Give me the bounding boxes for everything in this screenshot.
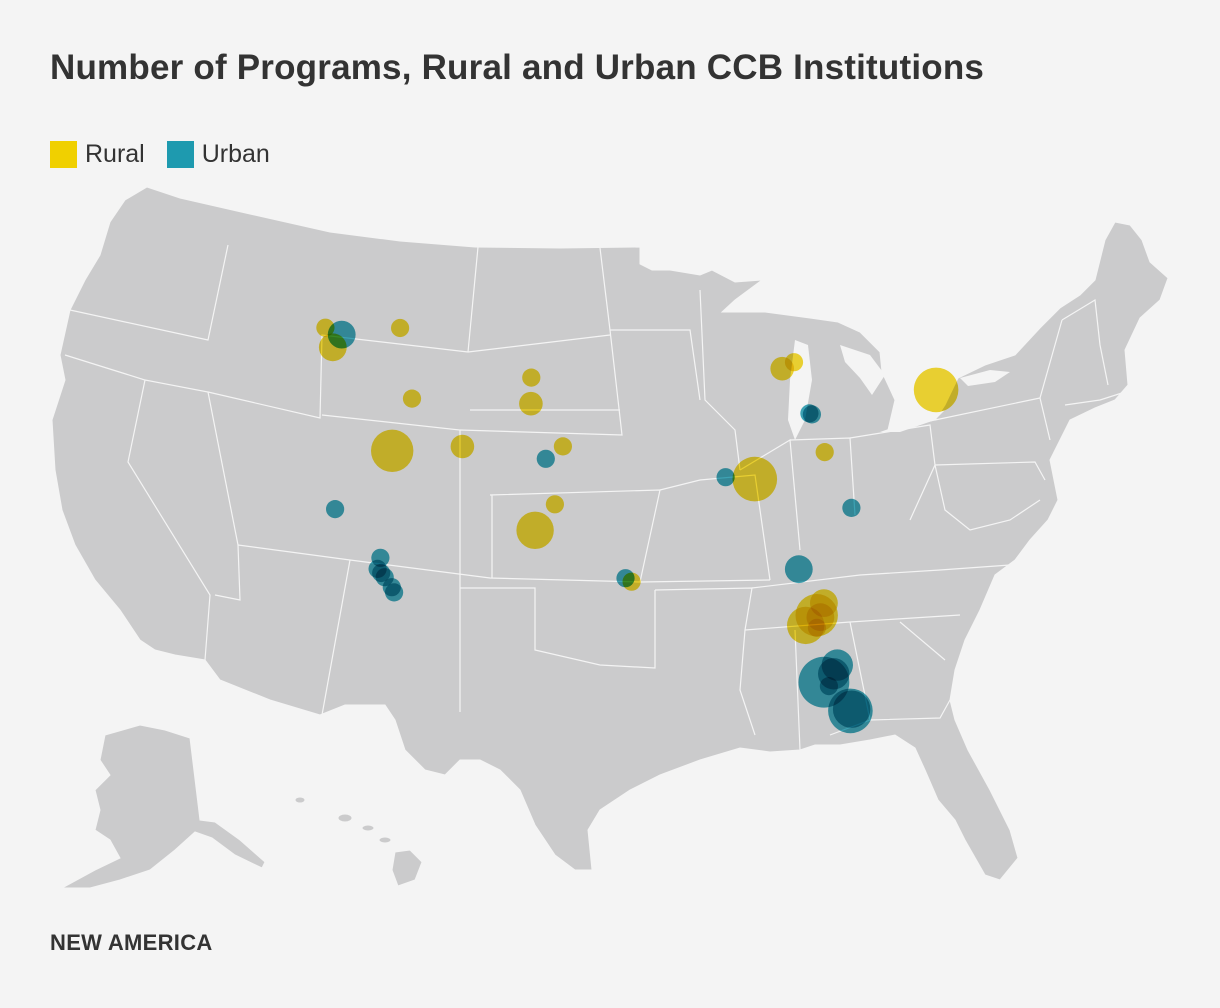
bubble-rural	[450, 434, 475, 459]
bubble-urban	[327, 320, 356, 349]
bubble-urban	[784, 555, 813, 584]
lake-huron-shape	[840, 345, 885, 395]
bubble-rural	[913, 367, 959, 413]
bubble-rural	[391, 318, 410, 338]
bubble-urban	[385, 583, 404, 602]
legend-label-urban: Urban	[201, 140, 270, 168]
bubble-rural	[815, 443, 834, 462]
chart-title: Number of Programs, Rural and Urban CCB …	[50, 48, 985, 87]
bubble-urban	[842, 498, 861, 517]
bubble-layer	[316, 318, 959, 734]
legend-swatch-urban	[166, 141, 194, 168]
bubble-rural	[784, 353, 804, 372]
bubble-rural	[516, 511, 554, 549]
bubble-urban	[819, 677, 839, 696]
legend-item-rural: Rural	[50, 140, 145, 169]
legend: Rural Urban	[50, 140, 292, 169]
bubble-urban	[802, 405, 822, 424]
bubble-rural	[402, 389, 422, 408]
bubble-rural	[519, 391, 543, 416]
bubble-urban	[536, 449, 555, 468]
bubble-rural	[807, 618, 827, 637]
legend-item-urban: Urban	[166, 140, 270, 169]
bubble-rural	[545, 495, 565, 514]
bubble-rural	[732, 456, 778, 502]
legend-label-rural: Rural	[85, 140, 145, 168]
bubble-urban	[832, 690, 871, 728]
alaska-shape	[61, 724, 266, 889]
brand-logo-text: NEW AMERICA	[50, 930, 213, 955]
lake-erie-shape	[880, 410, 945, 432]
land-layer	[51, 186, 1169, 889]
lake-ontario-shape	[960, 370, 1010, 386]
bubble-urban	[326, 500, 345, 519]
bubble-urban	[716, 468, 735, 487]
state-borders	[64, 244, 1126, 751]
bubble-rural	[553, 437, 573, 456]
bubble-urban	[616, 569, 635, 588]
lake-superior-shape	[735, 290, 830, 312]
bubble-rural	[371, 429, 414, 472]
bubble-rural	[522, 368, 541, 387]
hawaii-shape	[294, 796, 423, 887]
contiguous-us-shape	[51, 186, 1169, 881]
legend-swatch-rural	[50, 141, 77, 168]
